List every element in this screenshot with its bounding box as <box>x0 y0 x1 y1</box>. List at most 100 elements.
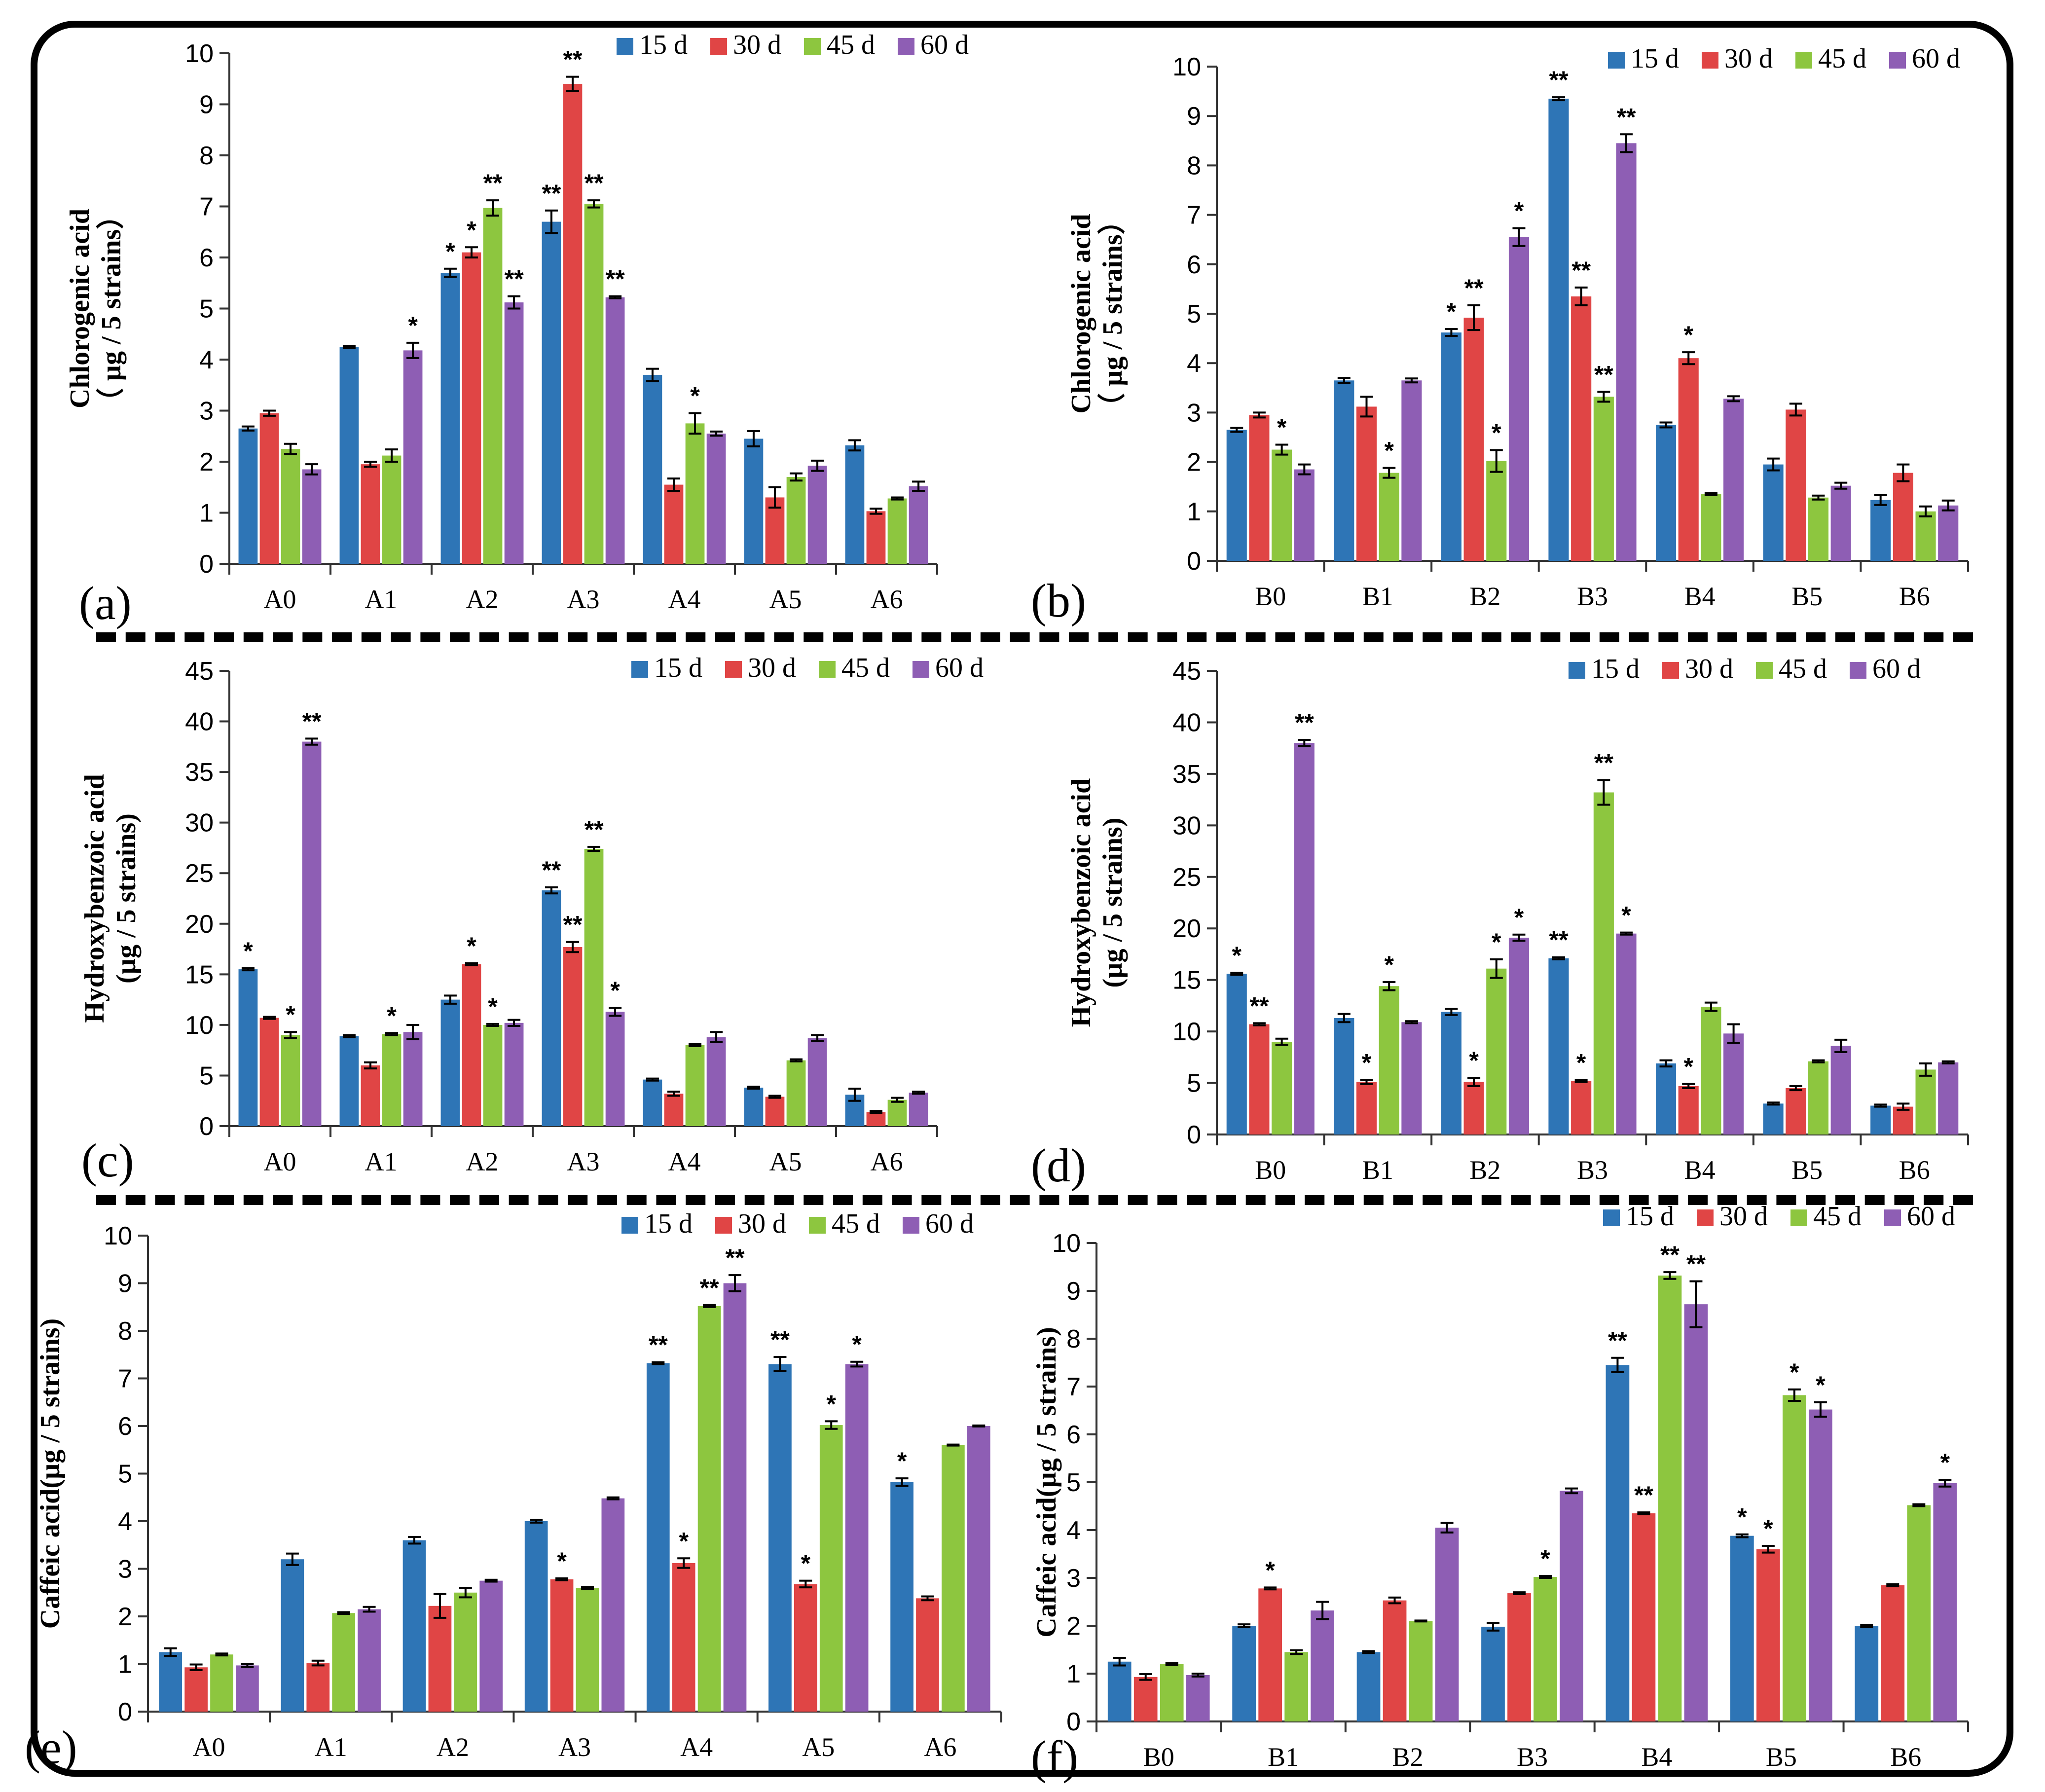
panel-b-category-label: B6 <box>1899 582 1930 611</box>
panel-c-bar <box>807 1038 827 1126</box>
panel-a-category-label: A3 <box>567 585 600 614</box>
panel-f-category-label: B3 <box>1517 1742 1548 1772</box>
panel-e-y-tick-label: 7 <box>118 1365 132 1393</box>
panel-d-legend-swatch <box>1850 662 1866 679</box>
panel-a-bar <box>504 302 524 564</box>
panel-a-significance-mark: ** <box>584 169 604 197</box>
panel-f-bar <box>1481 1626 1505 1721</box>
panel-e-category-label: A2 <box>437 1732 469 1762</box>
panel-c-bar <box>866 1112 886 1126</box>
panel-e-legend-label: 60 d <box>925 1208 974 1239</box>
panel-a-y-tick-label: 5 <box>199 295 214 324</box>
panel-c-category-label: A1 <box>365 1147 398 1176</box>
panel-f-significance-mark: * <box>1737 1503 1747 1531</box>
panel-b-bar <box>1571 296 1592 561</box>
panel-f-bar <box>1606 1365 1630 1721</box>
panel-f-bar <box>1658 1275 1682 1721</box>
panel-b-category-label: B2 <box>1469 582 1500 611</box>
panel-f-bar <box>1409 1621 1433 1721</box>
panel-a-significance-mark: ** <box>542 180 561 207</box>
panel-d-bar <box>1655 1063 1677 1134</box>
panel-a-legend-swatch <box>710 38 727 55</box>
panel-c-legend-label: 60 d <box>935 653 984 683</box>
panel-e-bar <box>332 1613 356 1712</box>
panel-b-category-label: B0 <box>1255 582 1286 611</box>
panel-b-bar <box>1379 473 1399 561</box>
panel-c-y-tick-label: 5 <box>199 1061 214 1090</box>
panel-b-legend-label: 60 d <box>1912 43 1960 74</box>
panel-a-legend-swatch <box>617 38 633 55</box>
panel-d-legend-swatch <box>1662 662 1679 679</box>
panel-a-y-tick-label: 2 <box>199 448 214 476</box>
panel-e-bar <box>576 1588 599 1712</box>
panel-a-y-axis-title: （ µg / 5 strains） <box>96 202 127 416</box>
panel-e-bar <box>184 1667 208 1712</box>
panel-f-bar <box>1632 1513 1656 1721</box>
panel-a-legend-swatch <box>898 38 914 55</box>
panel-c-y-tick-label: 10 <box>185 1011 214 1040</box>
panel-b-bar <box>1701 494 1721 561</box>
panel-e-category-label: A5 <box>802 1732 835 1762</box>
figure-frame <box>31 21 2013 1777</box>
panel-c-bar <box>786 1060 806 1126</box>
panel-d-label: (d) <box>1031 1139 1086 1192</box>
panel-e-y-tick-label: 1 <box>118 1650 132 1679</box>
panel-a-y-axis-title: Chlorogenic acid <box>65 209 95 408</box>
panel-c-bar <box>302 741 322 1126</box>
panel-b-significance-mark: ** <box>1617 103 1636 131</box>
panel-c-significance-mark: * <box>610 977 620 1004</box>
panel-b-y-tick-label: 1 <box>1187 498 1201 526</box>
panel-b-bar <box>1723 399 1744 561</box>
panel-b-bar <box>1938 505 1959 561</box>
panel-f-bar <box>1933 1483 1957 1721</box>
panel-d-bar <box>1441 1012 1461 1134</box>
panel-c-label: (c) <box>81 1134 134 1187</box>
panel-c-y-tick-label: 25 <box>185 859 214 888</box>
panel-e-significance-mark: * <box>557 1547 567 1575</box>
panel-e-legend-swatch <box>621 1217 638 1234</box>
panel-b-significance-mark: ** <box>1549 66 1569 94</box>
panel-e-bar <box>819 1425 843 1712</box>
panel-c-bar <box>440 999 460 1126</box>
panel-c-bar <box>605 1012 625 1126</box>
panel-c-y-tick-label: 35 <box>185 758 214 787</box>
panel-c-category-label: A3 <box>567 1147 600 1176</box>
panel-f-y-tick-label: 6 <box>1066 1421 1081 1449</box>
panel-b-bar <box>1915 511 1936 561</box>
panel-a-y-tick-label: 4 <box>199 346 214 374</box>
panel-f-bar <box>1383 1600 1407 1721</box>
panel-f-y-tick-label: 9 <box>1066 1277 1081 1306</box>
panel-a-y-tick-label: 7 <box>199 193 214 221</box>
panel-a-bar <box>909 486 928 564</box>
panel-c-significance-mark: ** <box>563 911 583 939</box>
panel-c-legend-label: 15 d <box>654 653 702 683</box>
panel-b-y-tick-label: 2 <box>1187 448 1201 477</box>
panel-c-y-tick-label: 20 <box>185 910 214 939</box>
panel-b-significance-mark: ** <box>1594 361 1613 388</box>
panel-b-bar <box>1508 237 1530 561</box>
panel-a-bar <box>281 449 300 564</box>
panel-a-bar <box>744 439 764 564</box>
panel-d-bar <box>1548 958 1569 1134</box>
panel-d-significance-mark: ** <box>1295 709 1314 736</box>
panel-d-y-tick-label: 25 <box>1172 863 1201 892</box>
panel-b-bar <box>1593 397 1614 561</box>
panel-f-bar <box>1907 1505 1931 1721</box>
panel-a-significance-mark: * <box>690 382 700 410</box>
panel-a-category-label: A2 <box>466 585 499 614</box>
panel-d-category-label: B0 <box>1255 1155 1286 1185</box>
panel-b-y-tick-label: 3 <box>1187 399 1201 427</box>
panel-c-y-tick-label: 0 <box>199 1112 214 1141</box>
panel-e-bar <box>479 1580 503 1712</box>
panel-f-legend-label: 45 d <box>1813 1201 1862 1232</box>
panel-f-bar <box>1356 1652 1381 1721</box>
panel-d-bar <box>1463 1082 1484 1134</box>
panel-b-significance-mark: * <box>1683 321 1693 349</box>
panel-e-bar <box>524 1521 548 1712</box>
panel-c-bar <box>664 1094 684 1126</box>
panel-e-y-tick-label: 0 <box>118 1698 132 1726</box>
panel-a-significance-mark: * <box>467 216 476 244</box>
panel-f-legend-label: 30 d <box>1719 1201 1768 1232</box>
panel-c-y-axis-title: Hydroxybenzoic acid <box>79 774 110 1023</box>
panel-f-significance-mark: * <box>1816 1371 1826 1399</box>
